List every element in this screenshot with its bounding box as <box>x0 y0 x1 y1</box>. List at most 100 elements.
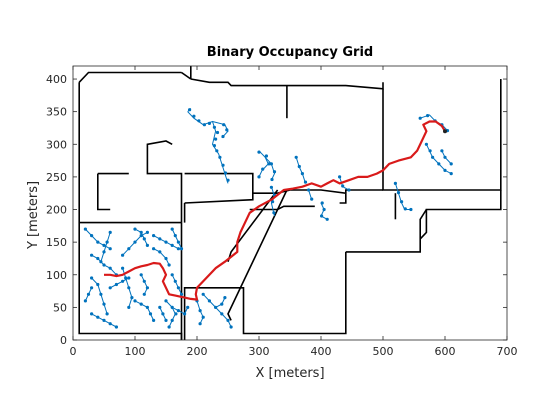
tree-node <box>96 315 100 319</box>
y-tick-label: 0 <box>60 334 67 347</box>
tree-node <box>198 322 202 326</box>
tree-node <box>158 237 162 241</box>
tree-node <box>170 273 174 277</box>
tree-node <box>272 170 277 174</box>
wall <box>146 140 183 223</box>
tree-node <box>409 207 413 212</box>
x-axis-label: X [meters] <box>255 366 324 381</box>
tree-node <box>400 200 404 204</box>
wall <box>227 189 288 321</box>
tree-node <box>161 312 165 316</box>
wall <box>78 71 182 83</box>
tree-node <box>86 292 91 296</box>
x-axis: 0 100 200 300 400 500 600 700 <box>70 66 518 358</box>
tree-node <box>133 227 137 231</box>
tree-node <box>114 325 118 329</box>
y-tick-label: 350 <box>46 106 67 119</box>
tree-node <box>418 116 422 120</box>
tree-node <box>174 312 178 316</box>
tree-node <box>108 266 112 270</box>
tree-node <box>403 207 407 211</box>
tree-node <box>431 155 435 159</box>
tree-node <box>173 279 177 283</box>
tree-edge <box>320 202 328 220</box>
axes-box <box>72 65 508 341</box>
tree-node <box>207 299 211 303</box>
tree-node <box>440 149 444 153</box>
tree-node <box>220 302 224 306</box>
goal-point <box>443 129 447 134</box>
tree-node <box>188 108 192 112</box>
tree-node <box>130 296 134 300</box>
tree-node <box>225 128 229 132</box>
tree-node <box>215 149 219 153</box>
tree-node <box>83 227 87 231</box>
tree-node <box>212 144 216 148</box>
tree-node <box>176 286 180 290</box>
tree-node <box>221 163 225 167</box>
wall <box>190 78 384 90</box>
tree-node <box>139 302 143 306</box>
tree-node <box>90 234 94 238</box>
tree-node <box>102 263 106 267</box>
tree-node <box>310 197 314 201</box>
tree-node <box>271 200 275 204</box>
tree-node <box>320 214 324 218</box>
tree-node <box>124 276 128 280</box>
wall <box>345 209 428 253</box>
tree-node <box>145 286 149 290</box>
tree-node <box>145 243 149 247</box>
x-tick-label: 200 <box>187 345 208 358</box>
tree-edge <box>153 248 170 266</box>
tree-node <box>179 292 184 296</box>
tree-node <box>102 318 106 322</box>
x-tick-label: 500 <box>373 345 394 358</box>
tree-node <box>396 191 401 195</box>
x-tick-label: 100 <box>125 345 146 358</box>
tree-node <box>300 172 304 176</box>
tree-node <box>437 162 441 166</box>
tree-node <box>201 292 205 296</box>
tree-node <box>443 168 447 172</box>
tree-node <box>105 312 109 316</box>
wall <box>382 79 502 191</box>
tree-node <box>214 137 218 141</box>
tree-node <box>170 243 174 247</box>
tree-node <box>133 240 137 244</box>
tree-node <box>322 207 326 212</box>
tree-node <box>127 305 131 309</box>
tree-edge <box>264 156 276 181</box>
tree-node <box>105 240 109 244</box>
y-tick-label: 400 <box>46 73 67 86</box>
tree-node <box>102 250 106 254</box>
tree-node <box>145 305 149 309</box>
tree-node <box>192 114 196 118</box>
tree-node <box>90 286 94 290</box>
tree-node <box>226 178 230 182</box>
tree-node <box>186 305 190 309</box>
tree-edge <box>171 228 182 249</box>
tree-node <box>197 119 201 123</box>
tree-node <box>102 243 106 247</box>
tree-node <box>139 273 143 277</box>
tree-node <box>338 175 342 179</box>
tree-node <box>121 279 125 283</box>
tree-node <box>176 247 180 251</box>
tree-node <box>449 172 453 176</box>
chart-title: Binary Occupancy Grid <box>207 45 373 60</box>
wall <box>344 189 383 194</box>
y-tick-label: 100 <box>46 269 67 282</box>
tree-node <box>428 149 432 153</box>
tree-node <box>158 305 162 309</box>
tree-node <box>127 286 131 290</box>
tree-node <box>443 155 447 159</box>
tree-node <box>218 155 222 159</box>
tree-edge <box>109 277 130 289</box>
wall <box>181 71 192 80</box>
y-tick-label: 50 <box>53 301 67 314</box>
tree-node <box>320 201 324 205</box>
tree-node <box>179 247 184 251</box>
tree-edge <box>171 306 189 315</box>
tree-node <box>393 181 397 185</box>
